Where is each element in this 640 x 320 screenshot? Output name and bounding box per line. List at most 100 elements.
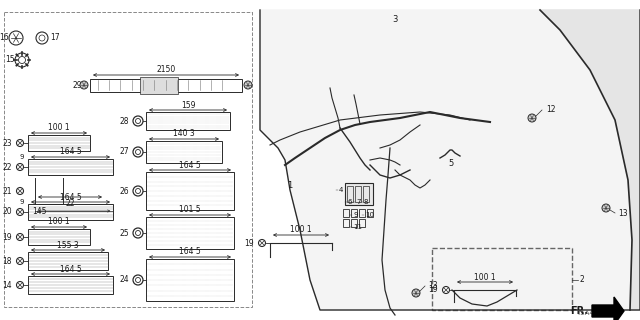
- Text: 164 5: 164 5: [60, 193, 81, 202]
- Bar: [345, 183, 373, 205]
- Text: 140 3: 140 3: [173, 130, 195, 139]
- Text: 100 1: 100 1: [474, 273, 496, 282]
- Text: 19: 19: [428, 285, 438, 294]
- Text: 3: 3: [392, 15, 397, 25]
- Text: 18: 18: [3, 257, 12, 266]
- Text: 13: 13: [428, 281, 438, 290]
- Text: 2: 2: [579, 276, 584, 284]
- Bar: [28, 135, 90, 151]
- Bar: [90, 79, 242, 92]
- Text: 9: 9: [353, 212, 358, 218]
- Text: 23: 23: [3, 139, 12, 148]
- Bar: [28, 276, 113, 294]
- Bar: [343, 219, 349, 227]
- Circle shape: [19, 57, 26, 63]
- Circle shape: [136, 277, 141, 283]
- Text: 100 1: 100 1: [48, 124, 70, 132]
- Text: 100 1: 100 1: [48, 218, 70, 227]
- Bar: [140, 77, 178, 94]
- Text: 20: 20: [3, 207, 12, 217]
- Bar: [28, 229, 90, 245]
- Circle shape: [17, 140, 24, 147]
- Circle shape: [15, 53, 29, 67]
- Circle shape: [9, 31, 23, 45]
- Text: 11: 11: [353, 224, 362, 230]
- Text: T5A4B0702D: T5A4B0702D: [577, 310, 622, 316]
- Text: 25: 25: [120, 228, 129, 237]
- Circle shape: [39, 35, 45, 41]
- Polygon shape: [260, 10, 640, 310]
- Circle shape: [17, 164, 24, 171]
- Circle shape: [17, 209, 24, 215]
- Bar: [146, 172, 234, 210]
- Circle shape: [133, 147, 143, 157]
- Circle shape: [133, 275, 143, 285]
- Polygon shape: [592, 297, 624, 320]
- Bar: [351, 209, 357, 217]
- Text: 29: 29: [72, 81, 82, 90]
- Circle shape: [36, 32, 48, 44]
- Text: FR.: FR.: [570, 306, 588, 316]
- Bar: [343, 209, 349, 217]
- Text: 19: 19: [3, 233, 12, 242]
- Text: 7: 7: [356, 199, 360, 205]
- Polygon shape: [540, 10, 640, 310]
- Bar: [146, 112, 230, 130]
- Text: 17: 17: [50, 34, 60, 43]
- Text: 155 3: 155 3: [57, 241, 79, 250]
- Text: 15: 15: [5, 55, 15, 65]
- Bar: [359, 219, 365, 227]
- Circle shape: [442, 286, 449, 293]
- Text: 14: 14: [3, 281, 12, 290]
- Circle shape: [259, 239, 266, 246]
- Circle shape: [17, 188, 24, 195]
- Text: 164 5: 164 5: [179, 247, 201, 257]
- Circle shape: [136, 188, 141, 194]
- Text: 22: 22: [3, 163, 12, 172]
- Text: 5: 5: [448, 158, 453, 167]
- Text: 26: 26: [120, 187, 129, 196]
- Circle shape: [133, 116, 143, 126]
- Circle shape: [136, 230, 141, 236]
- Bar: [28, 204, 113, 220]
- Bar: [4, 12, 252, 307]
- Circle shape: [17, 258, 24, 265]
- Text: 9: 9: [19, 199, 24, 205]
- Circle shape: [133, 186, 143, 196]
- Text: 27: 27: [120, 148, 129, 156]
- Text: 19: 19: [244, 238, 254, 247]
- Circle shape: [17, 234, 24, 241]
- Bar: [355, 186, 361, 202]
- Text: 2150: 2150: [156, 66, 175, 75]
- Text: 164 5: 164 5: [60, 265, 81, 274]
- Bar: [146, 141, 222, 163]
- Bar: [28, 159, 113, 175]
- Text: 164 5: 164 5: [60, 148, 81, 156]
- Text: 28: 28: [120, 116, 129, 125]
- Bar: [363, 186, 369, 202]
- Text: 4: 4: [339, 187, 344, 193]
- Text: 12: 12: [546, 106, 556, 115]
- Circle shape: [80, 81, 88, 89]
- Text: 6: 6: [348, 199, 353, 205]
- Circle shape: [602, 204, 610, 212]
- Circle shape: [528, 114, 536, 122]
- Bar: [146, 259, 234, 301]
- Bar: [28, 252, 108, 270]
- Text: 22: 22: [65, 199, 75, 209]
- Circle shape: [136, 118, 141, 124]
- Bar: [432, 248, 572, 310]
- Circle shape: [133, 228, 143, 238]
- Text: 164 5: 164 5: [179, 161, 201, 170]
- Circle shape: [244, 81, 252, 89]
- Circle shape: [136, 149, 141, 155]
- Text: 159: 159: [180, 100, 195, 109]
- Bar: [347, 186, 353, 202]
- Bar: [359, 209, 365, 217]
- Bar: [367, 209, 373, 217]
- Text: 16: 16: [0, 34, 9, 43]
- Text: 13: 13: [618, 209, 628, 218]
- Text: 8: 8: [364, 199, 369, 205]
- Text: 10: 10: [365, 212, 374, 218]
- Text: 1: 1: [287, 180, 292, 189]
